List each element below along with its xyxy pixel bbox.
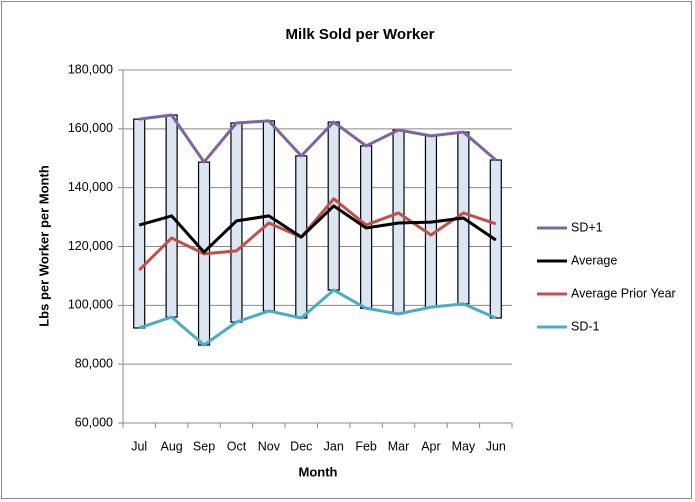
legend-label: SD-1 — [571, 319, 600, 333]
legend-label: SD+1 — [571, 220, 603, 234]
series-line — [138, 288, 497, 347]
x-axis-title: Month — [299, 464, 338, 479]
x-tick-label: Jun — [486, 439, 506, 453]
y-tick-label: 120,000 — [68, 239, 113, 253]
y-axis-title: Lbs per Worker per Month — [36, 165, 51, 327]
legend-label: Average Prior Year — [571, 286, 676, 300]
chart-title: Milk Sold per Worker — [286, 26, 435, 43]
x-tick-label: Sep — [193, 439, 215, 453]
x-tick-label: Apr — [421, 439, 440, 453]
series-line — [138, 197, 497, 272]
y-tick-label: 80,000 — [75, 356, 113, 370]
y-tick-label: 180,000 — [68, 62, 113, 76]
series-line — [138, 204, 497, 254]
x-tick-label: Dec — [290, 439, 312, 453]
x-tick-label: Aug — [161, 439, 183, 453]
x-tick-label: Feb — [355, 439, 377, 453]
x-tick-label: May — [452, 439, 476, 453]
y-tick-label: 160,000 — [68, 121, 113, 135]
x-tick-label: Mar — [388, 439, 410, 453]
series-line — [139, 113, 497, 164]
x-tick-label: Nov — [258, 439, 281, 453]
legend-label: Average — [571, 253, 617, 267]
x-tick-label: Jul — [131, 439, 147, 453]
x-tick-label: Jan — [324, 439, 344, 453]
y-tick-label: 100,000 — [68, 298, 113, 312]
x-tick-label: Oct — [227, 439, 247, 453]
y-tick-label: 140,000 — [68, 180, 113, 194]
y-tick-label: 60,000 — [75, 415, 113, 429]
